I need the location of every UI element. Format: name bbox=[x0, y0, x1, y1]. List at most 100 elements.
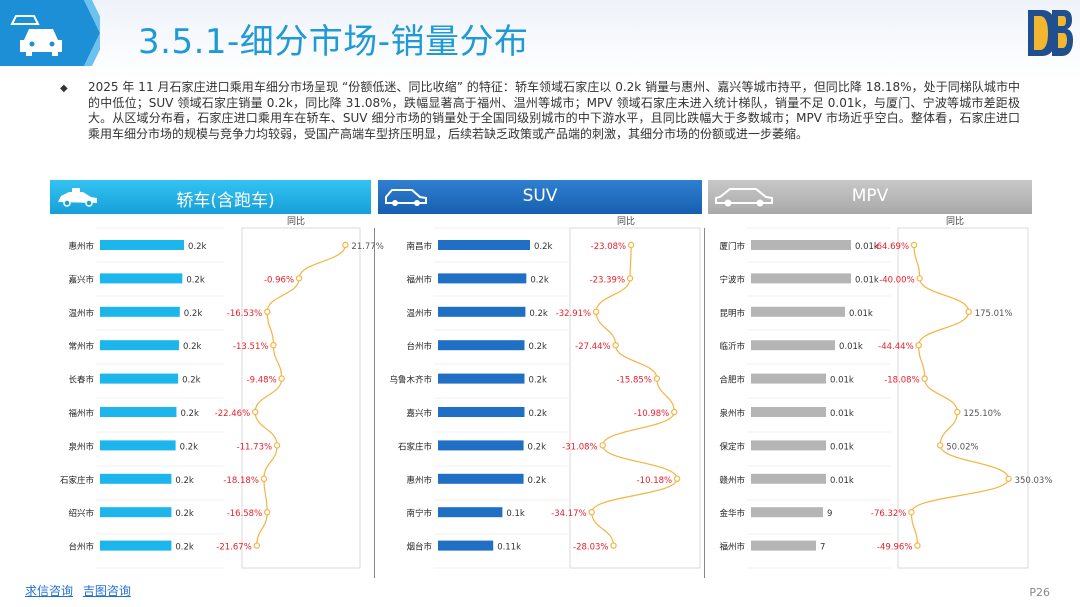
sedan-bar-value-label: 0.2k bbox=[175, 543, 194, 553]
brand-logo-icon bbox=[1028, 10, 1073, 56]
mpv-category-label: 厦门市 bbox=[719, 241, 745, 252]
sedan-yoy-label: 21.77% bbox=[351, 242, 383, 252]
mpv-bar-value-label: 0.01k bbox=[830, 376, 854, 386]
mpv-bar-value-label: 0.01k bbox=[849, 309, 873, 319]
sedan-yoy-label: -13.51% bbox=[233, 342, 268, 352]
sedan-yoy-point bbox=[295, 275, 303, 282]
suv-yoy-label: -27.44% bbox=[575, 342, 610, 352]
suv-yoy-label: -10.18% bbox=[637, 476, 672, 486]
sedan-bar-value-label: 0.2k bbox=[188, 242, 207, 252]
suv-yoy-plot-frame bbox=[569, 227, 701, 569]
mpv-bar bbox=[751, 340, 835, 351]
mpv-yoy-point bbox=[916, 275, 923, 282]
sedan-panel-title: 轿车(含跑车) bbox=[176, 191, 275, 211]
suv-panel-title: SUV bbox=[522, 186, 558, 206]
suv-bar bbox=[438, 340, 525, 351]
suv-yoy-line bbox=[591, 244, 678, 546]
mpv-yoy-point bbox=[914, 542, 921, 549]
taxi-icon bbox=[58, 188, 97, 207]
suv-bar-value-label: 0.2k bbox=[530, 275, 549, 285]
page-title: 3.5.1-细分市场-销量分布 bbox=[138, 22, 529, 62]
mpv-yoy-point bbox=[908, 509, 915, 516]
suv-bar bbox=[438, 273, 527, 284]
panel-divider bbox=[374, 228, 375, 578]
mpv-category-label: 昆明市 bbox=[719, 308, 745, 319]
sedan-bar bbox=[100, 373, 179, 384]
sedan-yoy-label: -18.18% bbox=[223, 476, 258, 486]
sedan-yoy-point bbox=[342, 241, 349, 249]
suv-category-label: 石家庄市 bbox=[398, 441, 433, 452]
mpv-panel-title: MPV bbox=[851, 186, 889, 206]
mpv-bar-value-label: 7 bbox=[820, 543, 825, 553]
mpv-bar bbox=[751, 306, 845, 317]
header-band bbox=[0, 0, 1080, 78]
sedan-yoy-label: -11.73% bbox=[237, 442, 272, 452]
suv-bar-value-label: 0.2k bbox=[528, 442, 547, 452]
sedan-yoy-label: -9.48% bbox=[247, 376, 277, 386]
sedan-bar bbox=[100, 340, 179, 351]
sedan-category-label: 嘉兴市 bbox=[68, 274, 94, 285]
sedan-yoy-label: -21.67% bbox=[216, 543, 251, 553]
mpv-yoy-point bbox=[1005, 475, 1012, 482]
suv-bar bbox=[438, 373, 525, 384]
suv-yoy-point bbox=[612, 342, 619, 349]
suv-bar-value-label: 0.1k bbox=[506, 509, 525, 519]
suv-yoy-label: -23.39% bbox=[590, 275, 625, 285]
mpv-bar bbox=[751, 407, 826, 417]
sedan-yoy-point bbox=[263, 509, 271, 516]
mpv-panel-header: MPV bbox=[708, 180, 1032, 214]
suv-yoy-label: -28.03% bbox=[573, 543, 608, 553]
mpv-bar bbox=[751, 507, 823, 518]
mpv-category-label: 宁波市 bbox=[719, 274, 745, 285]
suv-bar bbox=[438, 507, 503, 518]
sedan-bar-value-label: 0.2k bbox=[186, 275, 205, 285]
mpv-bar-value-label: 0.01k bbox=[839, 342, 863, 352]
sedan-yoy-line bbox=[254, 244, 347, 546]
mpv-bar-value-label: 9 bbox=[827, 509, 832, 519]
sedan-category-label: 绍兴市 bbox=[68, 508, 94, 519]
sedan-yoy-point bbox=[264, 308, 271, 315]
footer-link-qiuxin[interactable]: 求信咨询 bbox=[25, 584, 74, 598]
mpv-yoy-point bbox=[965, 308, 972, 315]
mpv-category-label: 泉州市 bbox=[719, 408, 745, 419]
panel-divider bbox=[704, 228, 705, 578]
suv-yoy-label: -15.85% bbox=[616, 376, 651, 386]
sedan-yoy-label: -16.58% bbox=[227, 509, 262, 519]
sedan-panel-header: 轿车(含跑车) bbox=[50, 180, 371, 214]
suv-yoy-label: -34.17% bbox=[551, 509, 586, 519]
sedan-category-label: 惠州市 bbox=[68, 241, 94, 252]
mpv-category-label: 金华市 bbox=[719, 508, 745, 519]
sedan-bar-value-label: 0.2k bbox=[182, 376, 201, 386]
suv-yoy-point bbox=[626, 275, 634, 282]
sedan-yoy-point bbox=[270, 342, 277, 349]
mpv-yoy-label: 175.01% bbox=[975, 309, 1013, 319]
sedan-yoy-point bbox=[251, 408, 259, 416]
mpv-category-label: 福州市 bbox=[719, 542, 745, 553]
suv-category-label: 南宁市 bbox=[406, 508, 432, 519]
sedan-bar bbox=[100, 306, 180, 317]
mpv-yoy-label: 350.03% bbox=[1015, 476, 1053, 486]
sedan-yoy-label: -16.53% bbox=[227, 309, 262, 319]
car-logo-icon bbox=[0, 0, 100, 66]
sedan-yoy-label: -0.96% bbox=[264, 275, 294, 285]
mpv-car-icon bbox=[715, 188, 773, 207]
sedan-category-label: 石家庄市 bbox=[60, 475, 95, 486]
suv-bar bbox=[438, 540, 494, 551]
sedan-bar bbox=[100, 240, 184, 250]
suv-bar-value-label: 0.2k bbox=[528, 409, 547, 419]
mpv-category-label: 赣州市 bbox=[719, 475, 745, 486]
suv-yoy-header: 同比 bbox=[617, 215, 635, 227]
mpv-yoy-point bbox=[910, 241, 918, 249]
sedan-category-label: 温州市 bbox=[68, 308, 94, 319]
suv-yoy-point bbox=[627, 241, 635, 249]
suv-yoy-point bbox=[673, 475, 681, 482]
mpv-bar bbox=[751, 473, 826, 484]
suv-bar-value-label: 0.11k bbox=[497, 543, 521, 553]
sedan-yoy-plot-frame bbox=[241, 227, 361, 569]
mpv-yoy-point bbox=[954, 408, 961, 416]
suv-yoy-label: -31.08% bbox=[562, 442, 597, 452]
mpv-yoy-label: 50.02% bbox=[946, 442, 978, 452]
sedan-bar-value-label: 0.2k bbox=[180, 442, 199, 452]
footer-link-jitu[interactable]: 吉图咨询 bbox=[82, 584, 131, 598]
mpv-yoy-label: 125.10% bbox=[963, 409, 1001, 419]
